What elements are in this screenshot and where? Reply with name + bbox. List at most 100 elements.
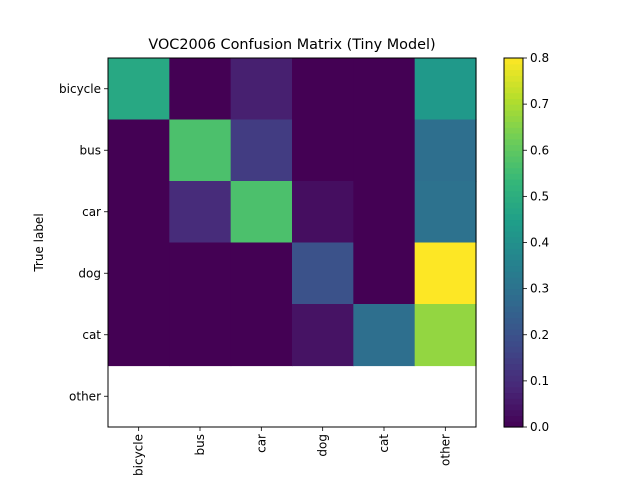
colorbar-segment (504, 150, 523, 157)
x-tick-label: other (438, 434, 452, 466)
heatmap-cell (292, 304, 354, 367)
y-tick-label: other (69, 389, 101, 403)
colorbar-segment (504, 196, 523, 203)
colorbar-segment (504, 409, 523, 417)
heatmap-cell (169, 58, 232, 121)
colorbar-segment (504, 311, 523, 319)
colorbar-segment (504, 248, 523, 255)
colorbar-segment (504, 138, 523, 146)
y-tick-label: car (82, 205, 101, 219)
colorbar-segment (504, 403, 523, 411)
colorbar-segment (504, 127, 523, 134)
colorbar-segment (504, 86, 523, 94)
y-tick-label: bicycle (59, 82, 101, 96)
x-axis-ticks: bicycle bus car dog cat other (132, 427, 452, 476)
colorbar-segment (504, 346, 523, 353)
colorbar-tick-label: 0.0 (530, 420, 549, 434)
heatmap-cell (292, 119, 354, 182)
heatmap-cell (292, 58, 354, 121)
heatmap-cell (169, 181, 232, 244)
colorbar-segment (504, 352, 523, 359)
chart-title: VOC2006 Confusion Matrix (Tiny Model) (148, 37, 435, 53)
colorbar-segment (504, 421, 523, 428)
x-tick-label: dog (316, 434, 330, 457)
colorbar-tick-label: 0.6 (530, 143, 549, 157)
colorbar-segment (504, 282, 523, 290)
colorbar-segment (504, 207, 523, 215)
colorbar-segment (504, 340, 523, 347)
colorbar-segment (504, 104, 523, 111)
axes-frame (107, 57, 477, 428)
colorbar-segment (504, 369, 523, 376)
colorbar-segment (504, 98, 523, 105)
colorbar-segment (504, 115, 523, 123)
heatmap-cell (353, 242, 416, 305)
heatmap-cell (292, 242, 354, 305)
colorbar-segment (504, 265, 523, 272)
x-tick-label: cat (377, 434, 391, 453)
colorbar-segment (504, 323, 523, 330)
heatmap-cell (169, 304, 232, 367)
colorbar-segment (504, 230, 523, 238)
colorbar-segment (504, 75, 523, 82)
colorbar-segment (504, 300, 523, 307)
heatmap-cell (108, 181, 170, 244)
colorbar-tick-label: 0.8 (530, 51, 549, 65)
heatmap-cell (353, 304, 416, 367)
heatmap-cell (414, 119, 477, 182)
colorbar-segment (504, 328, 523, 336)
heatmap-cell (169, 119, 232, 182)
colorbar-segment (504, 213, 523, 221)
heatmap-cell (414, 58, 477, 121)
colorbar-segment (504, 375, 523, 382)
heatmap-cell (108, 119, 170, 182)
y-tick-label: cat (82, 328, 101, 342)
heatmap-cell (414, 304, 477, 367)
heatmap-cell (230, 119, 293, 182)
colorbar: 0.0 0.1 0.2 0.3 0.4 0.5 0.6 0.7 0.8 (503, 51, 549, 434)
heatmap-cell (108, 58, 170, 121)
colorbar-segment (504, 144, 523, 151)
colorbar-segment (504, 167, 523, 174)
heatmap-cell (230, 58, 293, 121)
colorbar-segment (504, 202, 523, 209)
colorbar-segment (504, 156, 523, 163)
colorbar-segment (504, 190, 523, 197)
colorbar-tick-label: 0.1 (530, 374, 549, 388)
heatmap-cell (292, 181, 354, 244)
colorbar-segment (504, 317, 523, 324)
colorbar-tick-label: 0.4 (530, 236, 549, 250)
colorbar-segment (504, 92, 523, 99)
colorbar-segment (504, 398, 523, 405)
colorbar-segment (504, 386, 523, 394)
colorbar-segment (504, 288, 523, 295)
colorbar-segment (504, 334, 523, 342)
colorbar-segment (504, 184, 523, 192)
y-axis-ticks: bicycle bus car dog cat other (59, 82, 108, 403)
colorbar-segment (504, 219, 523, 226)
y-axis-label: True label (32, 213, 46, 272)
heatmap-cell (414, 181, 477, 244)
colorbar-tick-label: 0.7 (530, 97, 549, 111)
colorbar-segment (504, 294, 523, 301)
x-tick-label: car (254, 434, 268, 453)
colorbar-segment (504, 225, 523, 232)
colorbar-segment (504, 132, 523, 140)
colorbar-segment (504, 254, 523, 261)
colorbar-segment (504, 81, 523, 88)
x-tick-label: bicycle (132, 434, 146, 476)
colorbar-segment (504, 259, 523, 267)
colorbar-segment (504, 305, 523, 313)
colorbar-segment (504, 357, 523, 365)
colorbar-segment (504, 109, 523, 117)
heatmap-cell (353, 181, 416, 244)
colorbar-segment (504, 121, 523, 128)
colorbar-segment (504, 415, 523, 422)
colorbar-segment (504, 277, 523, 284)
x-tick-label: bus (193, 434, 207, 455)
colorbar-tick-label: 0.2 (530, 328, 549, 342)
heatmap-cell (230, 304, 293, 367)
colorbar-segment (504, 69, 523, 76)
heatmap-cell (108, 242, 170, 305)
